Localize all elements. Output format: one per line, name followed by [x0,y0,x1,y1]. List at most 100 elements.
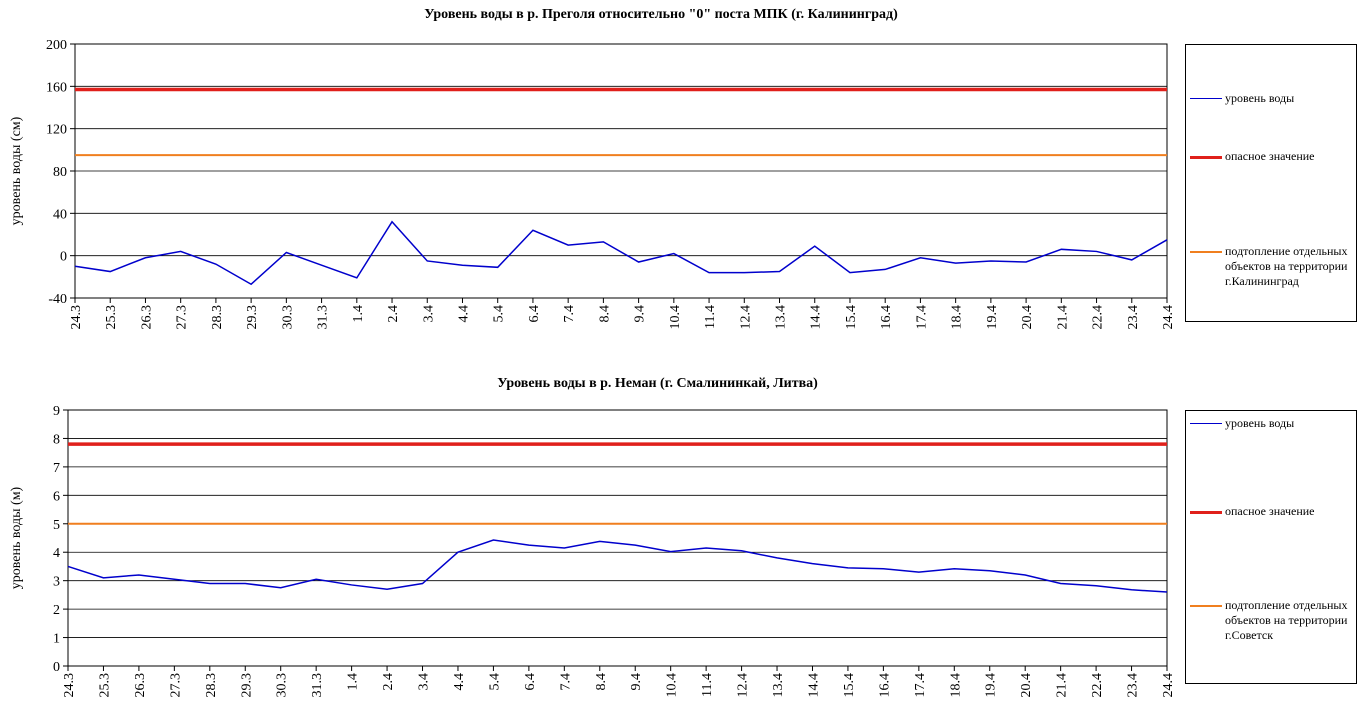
x-tick-label: 6.4 [527,305,542,323]
x-tick-label: 22.4 [1090,673,1105,698]
legend-swatch [1190,156,1222,159]
x-tick-label: 21.4 [1055,305,1070,330]
x-tick-label: 19.4 [985,305,1000,330]
x-tick-label: 10.4 [665,673,680,698]
x-tick-label: 23.4 [1126,673,1141,698]
plot-border [74,43,1168,299]
x-tick-label: 25.3 [104,305,119,330]
legend-swatch [1190,251,1222,253]
y-tick-label: 3 [53,575,60,590]
x-tick-label: 25.3 [97,673,112,698]
x-tick-label: 16.4 [877,673,892,698]
legend-label: подтопление отдельных объектов на террит… [1225,244,1348,288]
y-tick-label: 8 [53,432,60,447]
x-tick-label: 30.3 [275,673,290,698]
legend-swatch [1190,98,1222,99]
legend-label: подтопление отдельных объектов на террит… [1225,598,1348,642]
x-tick-label: 28.3 [210,305,225,330]
y-tick-label: 120 [46,123,67,138]
x-tick-label: 13.4 [774,305,789,330]
x-tick-label: 3.4 [417,673,432,691]
y-tick-label: -40 [48,292,67,307]
y-tick-label: 40 [53,207,67,222]
y-tick-label: 80 [53,165,67,180]
x-tick-label: 31.3 [316,305,331,330]
x-tick-label: 27.3 [168,673,183,698]
x-tick-label: 19.4 [984,673,999,698]
legend: уровень воды опасное значение подтопление … [1185,410,1357,684]
y-tick-label: 1 [53,632,60,647]
x-tick-label: 8.4 [597,305,612,323]
x-tick-label: 1.4 [351,305,366,323]
legend-entry: подтопление отдельных объектов на террит… [1190,598,1355,643]
x-tick-label: 17.4 [913,673,928,698]
x-tick-label: 5.4 [487,673,502,691]
x-tick-label: 31.3 [310,673,325,698]
x-tick-label: 24.4 [1161,673,1176,698]
chart-title: Уровень воды в р. Неман (г. Смалининкай,… [497,376,818,391]
x-tick-label: 12.4 [738,305,753,330]
chart-title: Уровень воды в р. Преголя относительно "… [424,7,898,22]
x-tick-label: 26.3 [139,305,154,330]
x-tick-label: 2.4 [386,305,401,323]
x-tick-label: 10.4 [668,305,683,330]
x-tick-label: 30.3 [280,305,295,330]
legend-entry: опасное значение [1190,504,1355,519]
x-tick-label: 11.4 [703,305,718,329]
legend-entry: уровень воды [1190,91,1355,106]
y-tick-label: 200 [46,38,67,53]
x-tick-label: 5.4 [492,305,507,323]
y-axis-label: уровень воды (см) [9,116,24,225]
data-line [74,220,1168,286]
y-axis-label: уровень воды (м) [9,486,24,589]
legend-label: уровень воды [1225,91,1295,105]
x-tick-label: 8.4 [594,673,609,691]
x-tick-label: 24.4 [1161,305,1176,330]
x-tick-label: 18.4 [948,673,963,698]
x-tick-label: 26.3 [133,673,148,698]
y-tick-label: 160 [46,80,67,95]
legend-label: опасное значение [1225,504,1315,518]
x-tick-label: 9.4 [633,305,648,323]
x-tick-label: 2.4 [381,673,396,691]
legend-entry: подтопление отдельных объектов на террит… [1190,244,1355,289]
x-tick-label: 7.4 [558,673,573,691]
x-tick-label: 28.3 [204,673,219,698]
x-tick-label: 20.4 [1019,673,1034,698]
legend-entry: уровень воды [1190,416,1355,431]
x-tick-label: 17.4 [914,305,929,330]
y-tick-label: 5 [53,518,60,533]
y-tick-label: 0 [53,660,60,675]
x-tick-label: 24.3 [62,673,77,698]
plot-border [67,409,1168,667]
y-tick-label: 0 [60,250,67,265]
data-line [67,539,1168,593]
x-tick-label: 13.4 [771,673,786,698]
x-tick-label: 6.4 [523,673,538,691]
y-tick-label: 9 [53,404,60,419]
y-tick-label: 2 [53,603,60,618]
x-tick-label: 20.4 [1020,305,1035,330]
x-tick-label: 9.4 [629,673,644,691]
x-tick-label: 18.4 [950,305,965,330]
x-tick-label: 7.4 [562,305,577,323]
x-tick-label: 15.4 [844,305,859,330]
legend: уровень воды опасное значение подтопление … [1185,44,1357,322]
legend-entry: опасное значение [1190,149,1355,164]
legend-swatch [1190,605,1222,607]
y-tick-label: 7 [53,461,60,476]
y-tick-label: 4 [53,546,60,561]
x-tick-label: 4.4 [456,305,471,323]
legend-swatch [1190,423,1222,424]
x-tick-label: 4.4 [452,673,467,691]
legend-swatch [1190,511,1222,514]
x-tick-label: 16.4 [879,305,894,330]
x-tick-label: 27.3 [175,305,190,330]
x-tick-label: 15.4 [842,673,857,698]
x-tick-label: 12.4 [736,673,751,698]
legend-label: уровень воды [1225,416,1295,430]
x-tick-label: 14.4 [806,673,821,698]
x-tick-label: 29.3 [245,305,260,330]
